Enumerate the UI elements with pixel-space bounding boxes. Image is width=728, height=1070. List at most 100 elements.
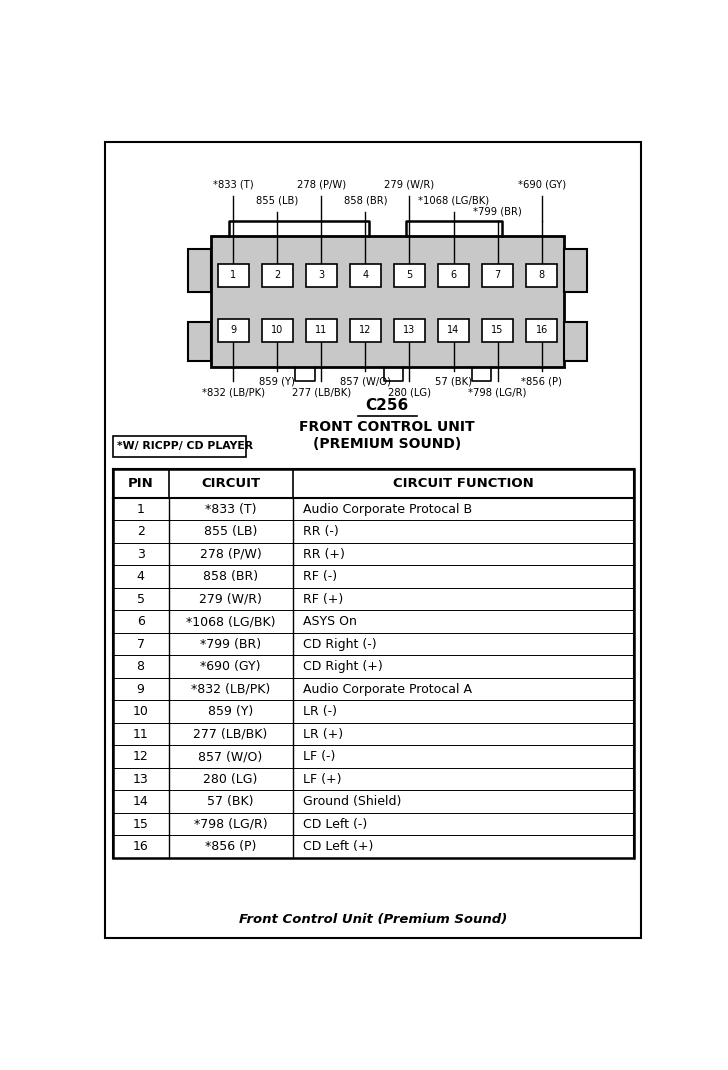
Text: 859 (Y): 859 (Y) [259, 377, 295, 386]
Text: 2: 2 [274, 271, 280, 280]
Text: RF (-): RF (-) [304, 570, 338, 583]
Text: *833 (T): *833 (T) [205, 503, 256, 516]
Bar [563, 322, 587, 361]
Bar [438, 319, 469, 342]
Bar [563, 249, 587, 292]
Bar [188, 322, 211, 361]
Bar [350, 264, 381, 287]
Text: 859 (Y): 859 (Y) [208, 705, 253, 718]
Text: 12: 12 [132, 750, 149, 763]
Text: 8: 8 [539, 271, 545, 280]
Text: RF (+): RF (+) [304, 593, 344, 606]
Text: 4: 4 [363, 271, 368, 280]
Text: 6: 6 [451, 271, 456, 280]
Text: *856 (P): *856 (P) [521, 377, 562, 386]
Text: 57 (BK): 57 (BK) [207, 795, 254, 808]
Text: Ground (Shield): Ground (Shield) [304, 795, 402, 808]
Bar [306, 264, 337, 287]
Bar [262, 264, 293, 287]
Text: 2: 2 [137, 525, 145, 538]
Bar [218, 319, 249, 342]
Text: PIN: PIN [127, 477, 154, 490]
Bar [350, 319, 381, 342]
Text: 10: 10 [132, 705, 149, 718]
Text: 14: 14 [132, 795, 149, 808]
Text: 57 (BK): 57 (BK) [435, 377, 472, 386]
Text: LR (-): LR (-) [304, 705, 337, 718]
Text: 13: 13 [403, 325, 416, 336]
Text: 14: 14 [448, 325, 459, 336]
Text: 10: 10 [271, 325, 283, 336]
Text: (PREMIUM SOUND): (PREMIUM SOUND) [313, 438, 461, 452]
Text: 9: 9 [137, 683, 145, 696]
Text: 6: 6 [137, 615, 145, 628]
Text: 279 (W/R): 279 (W/R) [384, 180, 435, 190]
Text: 7: 7 [494, 271, 501, 280]
Text: Audio Corporate Protocal B: Audio Corporate Protocal B [304, 503, 472, 516]
Text: *798 (LG/R): *798 (LG/R) [194, 817, 267, 830]
Text: 5: 5 [406, 271, 413, 280]
Text: 16: 16 [132, 840, 149, 853]
Text: RR (-): RR (-) [304, 525, 339, 538]
Text: 858 (BR): 858 (BR) [203, 570, 258, 583]
Text: Audio Corporate Protocal A: Audio Corporate Protocal A [304, 683, 472, 696]
Text: LR (+): LR (+) [304, 728, 344, 740]
Text: *799 (BR): *799 (BR) [473, 207, 522, 217]
Bar [438, 264, 469, 287]
Text: 5: 5 [137, 593, 145, 606]
Text: *690 (GY): *690 (GY) [518, 180, 566, 190]
Text: 857 (W/O): 857 (W/O) [198, 750, 263, 763]
Text: CIRCUIT FUNCTION: CIRCUIT FUNCTION [392, 477, 534, 490]
Text: 855 (LB): 855 (LB) [204, 525, 257, 538]
Text: 855 (LB): 855 (LB) [256, 196, 298, 205]
Text: LF (+): LF (+) [304, 773, 342, 785]
Text: 278 (P/W): 278 (P/W) [297, 180, 346, 190]
Bar [482, 264, 513, 287]
Text: 15: 15 [491, 325, 504, 336]
Text: 278 (P/W): 278 (P/W) [199, 548, 261, 561]
Bar [394, 319, 425, 342]
Text: CIRCUIT: CIRCUIT [201, 477, 260, 490]
Text: 7: 7 [137, 638, 145, 651]
Text: *832 (LB/PK): *832 (LB/PK) [202, 388, 265, 398]
Text: 11: 11 [315, 325, 328, 336]
Text: *1068 (LG/BK): *1068 (LG/BK) [186, 615, 275, 628]
Text: 4: 4 [137, 570, 145, 583]
Text: 279 (W/R): 279 (W/R) [199, 593, 262, 606]
Bar [211, 236, 563, 367]
Text: 3: 3 [137, 548, 145, 561]
Text: ASYS On: ASYS On [304, 615, 357, 628]
Text: FRONT CONTROL UNIT: FRONT CONTROL UNIT [299, 421, 475, 434]
Text: 16: 16 [536, 325, 548, 336]
Bar [113, 469, 633, 498]
Text: 8: 8 [137, 660, 145, 673]
Text: *W/ RICPP/ CD PLAYER: *W/ RICPP/ CD PLAYER [117, 442, 253, 452]
Text: 280 (LG): 280 (LG) [388, 388, 431, 398]
Bar [482, 319, 513, 342]
Bar [113, 469, 633, 858]
Text: RR (+): RR (+) [304, 548, 345, 561]
Text: 1: 1 [137, 503, 145, 516]
Text: 280 (LG): 280 (LG) [203, 773, 258, 785]
Text: 11: 11 [132, 728, 149, 740]
Text: 3: 3 [318, 271, 325, 280]
Text: *1068 (LG/BK): *1068 (LG/BK) [418, 196, 489, 205]
Text: *799 (BR): *799 (BR) [200, 638, 261, 651]
Bar [306, 319, 337, 342]
Text: CD Left (-): CD Left (-) [304, 817, 368, 830]
Text: CD Right (-): CD Right (-) [304, 638, 377, 651]
Text: 12: 12 [359, 325, 371, 336]
Text: C256: C256 [365, 398, 408, 413]
Text: CD Right (+): CD Right (+) [304, 660, 383, 673]
Text: *798 (LG/R): *798 (LG/R) [468, 388, 527, 398]
Text: Front Control Unit (Premium Sound): Front Control Unit (Premium Sound) [239, 914, 507, 927]
Bar [113, 435, 246, 457]
Bar [526, 319, 557, 342]
Text: LF (-): LF (-) [304, 750, 336, 763]
Text: 857 (W/O): 857 (W/O) [340, 377, 391, 386]
Text: 277 (LB/BK): 277 (LB/BK) [292, 388, 351, 398]
Text: *856 (P): *856 (P) [205, 840, 256, 853]
Text: 858 (BR): 858 (BR) [344, 196, 387, 205]
Text: 1: 1 [230, 271, 236, 280]
Text: 277 (LB/BK): 277 (LB/BK) [194, 728, 268, 740]
